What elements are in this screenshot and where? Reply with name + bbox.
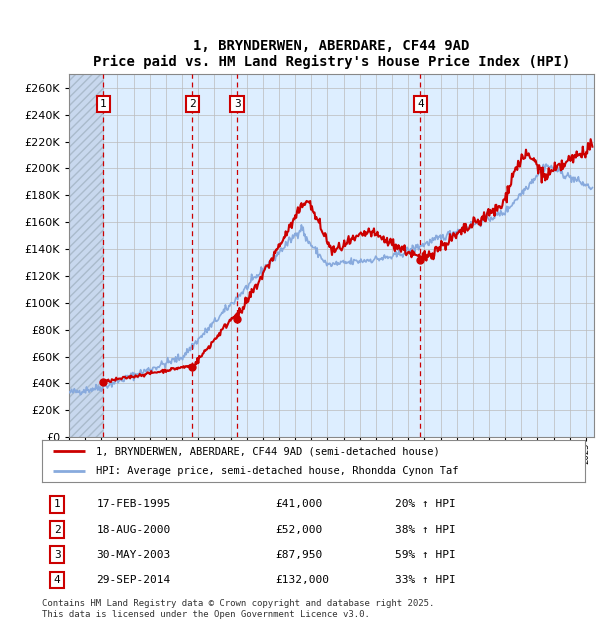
Text: HPI: Average price, semi-detached house, Rhondda Cynon Taf: HPI: Average price, semi-detached house,… xyxy=(97,466,459,476)
Text: 1: 1 xyxy=(54,499,61,510)
Text: 30-MAY-2003: 30-MAY-2003 xyxy=(97,550,170,560)
Text: 17-FEB-1995: 17-FEB-1995 xyxy=(97,499,170,510)
Text: 38% ↑ HPI: 38% ↑ HPI xyxy=(395,525,456,534)
Text: 2: 2 xyxy=(54,525,61,534)
Text: Contains HM Land Registry data © Crown copyright and database right 2025.
This d: Contains HM Land Registry data © Crown c… xyxy=(42,600,434,619)
Text: £87,950: £87,950 xyxy=(275,550,323,560)
Text: £132,000: £132,000 xyxy=(275,575,329,585)
Title: 1, BRYNDERWEN, ABERDARE, CF44 9AD
Price paid vs. HM Land Registry's House Price : 1, BRYNDERWEN, ABERDARE, CF44 9AD Price … xyxy=(93,38,570,69)
Text: 3: 3 xyxy=(234,99,241,109)
Text: 59% ↑ HPI: 59% ↑ HPI xyxy=(395,550,456,560)
Text: 1: 1 xyxy=(100,99,107,109)
Text: 18-AUG-2000: 18-AUG-2000 xyxy=(97,525,170,534)
Text: 29-SEP-2014: 29-SEP-2014 xyxy=(97,575,170,585)
Text: 3: 3 xyxy=(54,550,61,560)
Text: 4: 4 xyxy=(54,575,61,585)
Text: £41,000: £41,000 xyxy=(275,499,323,510)
Text: 33% ↑ HPI: 33% ↑ HPI xyxy=(395,575,456,585)
Text: 20% ↑ HPI: 20% ↑ HPI xyxy=(395,499,456,510)
Text: 1, BRYNDERWEN, ABERDARE, CF44 9AD (semi-detached house): 1, BRYNDERWEN, ABERDARE, CF44 9AD (semi-… xyxy=(97,446,440,456)
Text: 2: 2 xyxy=(189,99,196,109)
Text: 4: 4 xyxy=(417,99,424,109)
Text: £52,000: £52,000 xyxy=(275,525,323,534)
